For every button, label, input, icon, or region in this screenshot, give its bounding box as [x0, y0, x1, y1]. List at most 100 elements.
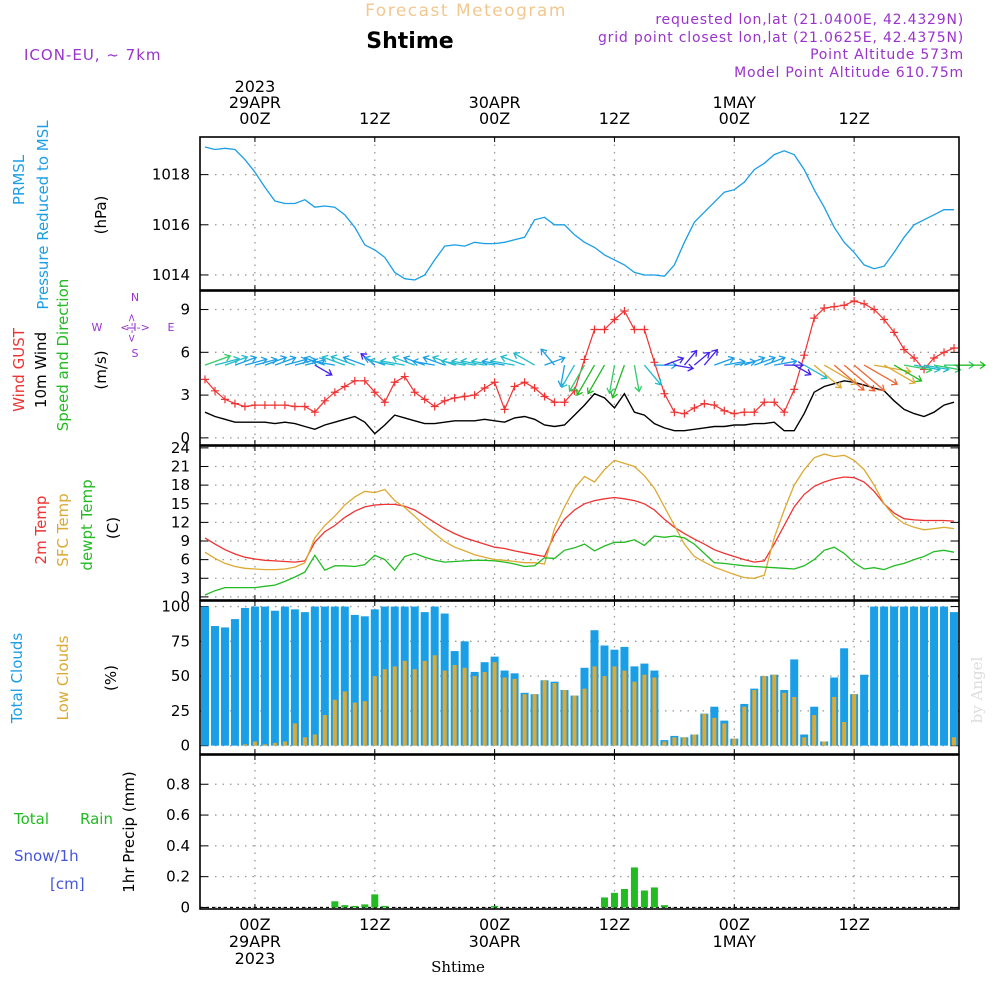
- precip-bar: [630, 867, 638, 908]
- precip-bar: [620, 888, 628, 908]
- low-cloud-bar: [332, 699, 337, 746]
- wind-direction-label: Speed and Direction: [54, 279, 72, 432]
- wind-frame: [199, 290, 960, 446]
- gust-point-marker: [480, 383, 489, 392]
- low-cloud-bar: [752, 690, 757, 746]
- precip-bar: [351, 905, 359, 908]
- compass-s-label: S: [132, 347, 139, 360]
- total-cloud-bar: [890, 606, 899, 746]
- bottom-time-label: 30APR: [469, 932, 521, 951]
- y-tick-label: 15: [171, 495, 190, 513]
- gust-point-marker: [760, 398, 769, 407]
- wind-direction-arrow: [274, 355, 297, 366]
- gust-point-marker: [390, 378, 399, 387]
- gust-point-marker: [230, 399, 239, 408]
- wind-direction-arrow: [379, 357, 405, 366]
- gust-point-marker: [540, 392, 549, 401]
- y-tick-label: 0: [180, 737, 190, 755]
- gust-point-marker: [740, 408, 749, 417]
- y-tick-label: 0: [180, 588, 190, 606]
- wind-direction-arrow: [774, 358, 798, 366]
- precip-bar: [650, 887, 658, 908]
- wind-direction-arrow: [843, 364, 876, 392]
- wind-direction-arrow: [586, 364, 606, 395]
- low-cloud-bar: [852, 694, 857, 746]
- y-tick-label: 12: [171, 513, 190, 531]
- low-cloud-bar: [742, 706, 747, 746]
- compass-n-label: N: [131, 291, 139, 304]
- wind-direction-arrow: [893, 364, 923, 383]
- bottom-time-label: 29APR: [229, 932, 281, 951]
- wind-direction-arrow: [643, 364, 662, 386]
- gust-point-marker: [200, 375, 209, 384]
- wind-direction-arrow: [422, 355, 445, 366]
- gust-point-marker: [410, 388, 419, 397]
- gust-point-marker: [790, 385, 799, 394]
- low-cloud-bar: [502, 677, 507, 746]
- low-cloud-bar: [572, 695, 577, 746]
- gust-point-marker: [370, 388, 379, 397]
- gust-point-marker: [300, 402, 309, 411]
- gust-point-marker: [330, 388, 339, 397]
- wind-direction-arrow: [764, 355, 786, 366]
- total-cloud-bar: [290, 609, 299, 746]
- precip-unit-label: 1hr Precip (mm): [120, 771, 138, 892]
- total-cloud-bar: [250, 606, 259, 746]
- top-time-label: 12Z: [359, 109, 390, 128]
- low-cloud-bar: [292, 723, 297, 746]
- low-cloud-bar: [302, 737, 307, 746]
- gust-point-marker: [780, 408, 789, 417]
- low-cloud-bar: [432, 655, 437, 746]
- gust-point-marker: [210, 386, 219, 395]
- total-cloud-bar: [240, 607, 249, 746]
- low-cloud-bar: [242, 744, 247, 746]
- gust-point-marker: [850, 296, 859, 305]
- low-cloud-bar: [522, 694, 527, 746]
- wind-direction-arrow: [793, 364, 812, 376]
- gust-point-marker: [900, 345, 909, 354]
- y-tick-label: 24: [171, 439, 190, 457]
- wind-direction-arrow: [813, 364, 843, 389]
- wind-direction-arrow: [714, 355, 735, 366]
- gust-point-marker: [310, 408, 319, 417]
- gust-point-marker: [290, 402, 299, 411]
- gust-point-marker: [520, 378, 529, 387]
- wind-unit-label: (m/s): [92, 350, 110, 389]
- gust-point-marker: [660, 389, 669, 398]
- y-tick-label: 18: [171, 476, 190, 494]
- wind-direction-arrow: [311, 358, 335, 366]
- wind-direction-arrow: [321, 354, 346, 366]
- gust-point-marker: [450, 393, 459, 402]
- y-tick-label: 100: [161, 598, 190, 616]
- prmsl-label: PRMSL: [10, 154, 28, 205]
- low-cloud-bar: [602, 676, 607, 746]
- total-cloud-bar: [880, 606, 889, 746]
- low-cloud-bar: [702, 713, 707, 746]
- temp-unit-label: (C): [104, 517, 122, 539]
- low-cloud-bar: [492, 662, 497, 746]
- gust-point-marker: [870, 305, 879, 314]
- gust-point-marker: [490, 378, 499, 387]
- y-tick-label: 21: [171, 457, 190, 475]
- gust-point-marker: [940, 348, 949, 357]
- gust-point-marker: [890, 328, 899, 337]
- footer-location: Shtime: [431, 958, 485, 976]
- gust-point-marker: [820, 304, 829, 313]
- gust-point-marker: [470, 391, 479, 400]
- wind-direction-arrow: [342, 355, 366, 366]
- total-cloud-bar: [860, 674, 869, 746]
- total-cloud-bar: [230, 619, 239, 746]
- bottom-time-label: 00Z: [719, 915, 750, 934]
- low-cloud-bar: [762, 676, 767, 746]
- gust-point-marker: [720, 406, 729, 415]
- total-cloud-bar: [220, 627, 229, 746]
- low-cloud-bar: [672, 737, 677, 746]
- wind-direction-arrow: [833, 364, 865, 391]
- wind-direction-arrow: [633, 364, 643, 393]
- gust-point-marker: [340, 382, 349, 391]
- low-cloud-bar: [472, 676, 477, 746]
- precip-bar: [371, 894, 379, 908]
- gust-point-marker: [840, 301, 849, 310]
- gust-point-marker: [240, 402, 249, 411]
